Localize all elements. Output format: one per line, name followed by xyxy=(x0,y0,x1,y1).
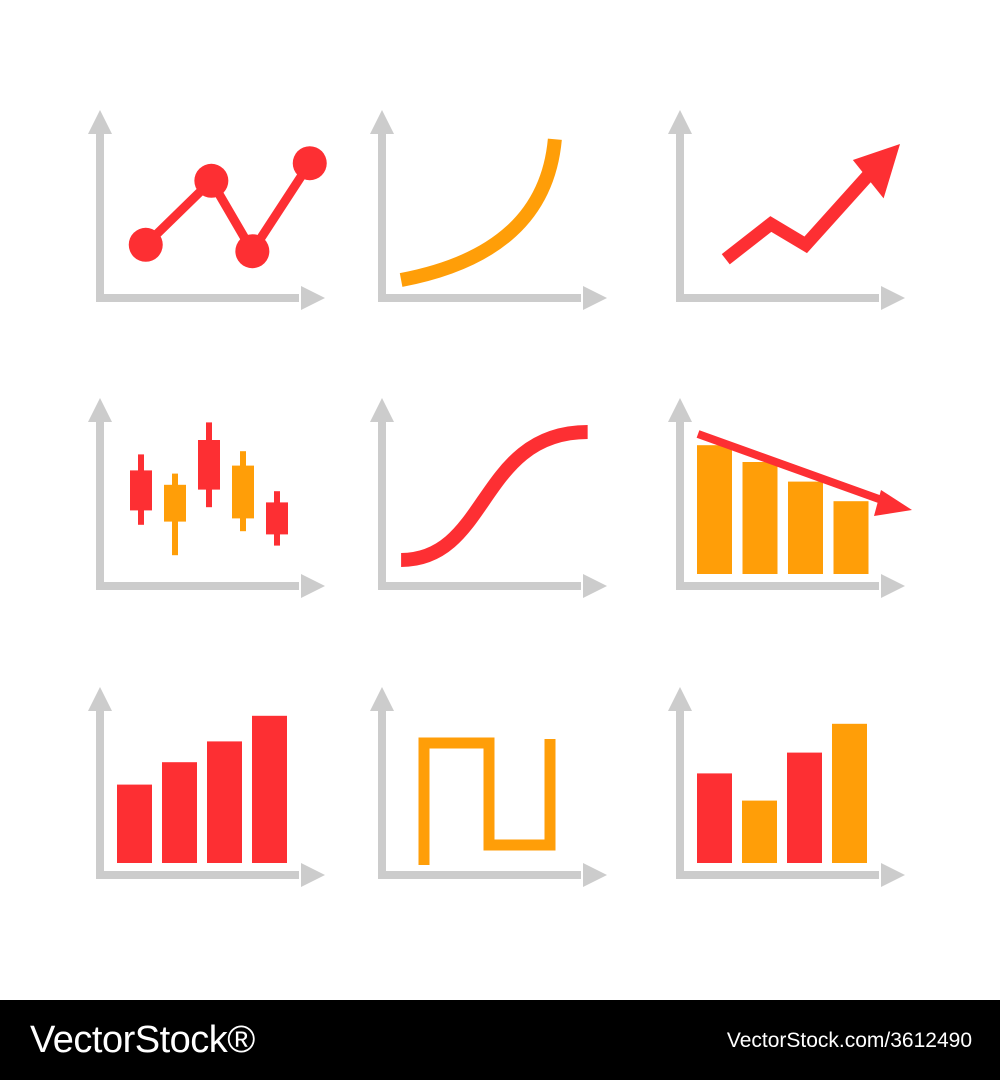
bar xyxy=(833,501,869,574)
y-axis-arrowhead xyxy=(88,110,112,134)
x-axis-arrowhead xyxy=(881,574,905,598)
x-axis-line xyxy=(378,294,581,302)
brand-logo: VectorStock® xyxy=(30,1019,255,1061)
x-axis-arrowhead xyxy=(301,574,325,598)
candle-body xyxy=(266,502,288,535)
bar xyxy=(252,715,287,863)
data-marker xyxy=(235,234,270,269)
bar xyxy=(788,481,823,574)
bar xyxy=(162,762,197,863)
y-axis-arrowhead xyxy=(370,398,394,422)
y-axis-line xyxy=(676,420,684,590)
axes xyxy=(370,687,607,887)
line-chart-with-markers-icon xyxy=(88,110,327,310)
x-axis-arrowhead xyxy=(583,286,607,310)
axes xyxy=(668,398,905,598)
s-curve-line xyxy=(400,425,588,567)
x-axis-line xyxy=(378,582,581,590)
y-axis-line xyxy=(378,420,386,590)
candle xyxy=(266,491,288,546)
candle-body xyxy=(130,470,152,511)
y-axis-line xyxy=(676,132,684,302)
axes xyxy=(668,110,905,310)
trend-line xyxy=(721,165,879,265)
x-axis-line xyxy=(96,582,299,590)
rising-bar-chart-icon xyxy=(88,687,325,887)
data-marker xyxy=(194,163,229,198)
decline-trend-line xyxy=(696,430,892,507)
x-axis-line xyxy=(96,294,299,302)
candle-body xyxy=(232,465,254,519)
axes xyxy=(88,398,325,598)
y-axis-arrowhead xyxy=(668,398,692,422)
x-axis-line xyxy=(676,582,879,590)
x-axis-arrowhead xyxy=(881,863,905,887)
y-axis-line xyxy=(378,132,386,302)
bar xyxy=(742,800,777,863)
s-curve-icon xyxy=(370,398,607,598)
x-axis-line xyxy=(96,871,299,879)
candle xyxy=(164,473,186,556)
x-axis-arrowhead xyxy=(301,286,325,310)
y-axis-line xyxy=(378,709,386,879)
candle xyxy=(130,454,152,525)
candle xyxy=(232,451,254,532)
y-axis-line xyxy=(96,132,104,302)
candle-body xyxy=(164,484,186,522)
candle xyxy=(198,422,220,508)
line-series xyxy=(142,160,314,256)
y-axis-line xyxy=(96,420,104,590)
data-marker xyxy=(128,227,163,262)
axes xyxy=(668,687,905,887)
x-axis-arrowhead xyxy=(583,574,607,598)
square-wave-icon xyxy=(370,687,607,887)
bar xyxy=(787,752,822,863)
watermark-footer: VectorStock® VectorStock.com/3612490 xyxy=(0,1000,1000,1080)
x-axis-arrowhead xyxy=(583,863,607,887)
stock-image-id: VectorStock.com/3612490 xyxy=(726,1029,972,1052)
candle-body xyxy=(198,440,220,490)
axes xyxy=(370,398,607,598)
exponential-curve-icon xyxy=(370,110,607,310)
mixed-bar-chart-icon xyxy=(668,687,905,887)
bar xyxy=(697,445,732,574)
trending-up-arrow-icon xyxy=(668,110,905,310)
x-axis-line xyxy=(676,294,879,302)
y-axis-arrowhead xyxy=(370,110,394,134)
declining-bar-chart-icon xyxy=(668,398,912,598)
icon-sheet xyxy=(88,110,912,887)
bar xyxy=(697,773,732,863)
data-marker xyxy=(292,146,327,181)
y-axis-arrowhead xyxy=(668,110,692,134)
bar xyxy=(207,741,242,863)
y-axis-arrowhead xyxy=(88,687,112,711)
candlestick-chart-icon xyxy=(88,398,325,598)
y-axis-arrowhead xyxy=(668,687,692,711)
trend-arrowhead xyxy=(852,144,900,199)
x-axis-line xyxy=(378,871,581,879)
axes xyxy=(88,687,325,887)
bar xyxy=(832,723,867,863)
axes xyxy=(88,110,325,310)
chart-icons xyxy=(88,110,912,887)
bar xyxy=(742,462,778,574)
y-axis-line xyxy=(676,709,684,879)
bar xyxy=(117,784,152,863)
decline-arrowhead xyxy=(874,490,912,516)
y-axis-arrowhead xyxy=(88,398,112,422)
x-axis-arrowhead xyxy=(301,863,325,887)
x-axis-line xyxy=(676,871,879,879)
exponential-curve xyxy=(399,138,562,287)
y-axis-arrowhead xyxy=(370,687,394,711)
square-wave-line xyxy=(418,737,556,865)
x-axis-arrowhead xyxy=(881,286,905,310)
y-axis-line xyxy=(96,709,104,879)
axes xyxy=(370,110,607,310)
